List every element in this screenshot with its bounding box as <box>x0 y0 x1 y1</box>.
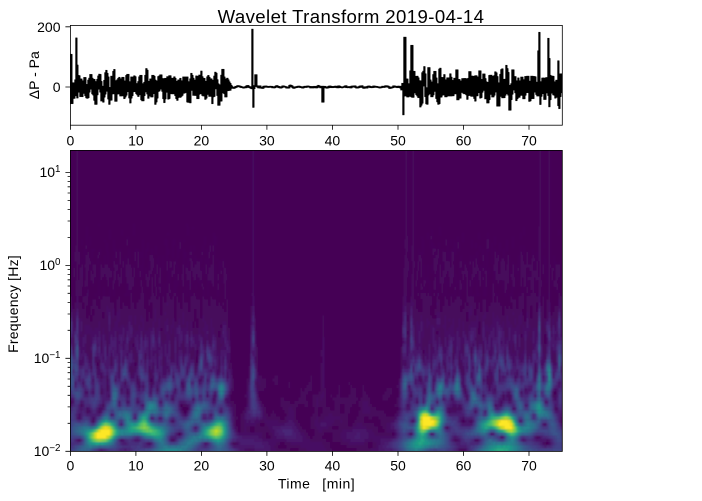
svg-text:0: 0 <box>67 133 75 149</box>
svg-text:Wavelet Transform 2019-04-14: Wavelet Transform 2019-04-14 <box>218 6 485 27</box>
svg-text:50: 50 <box>390 458 406 474</box>
svg-text:Time [min]: Time [min] <box>278 476 355 492</box>
svg-text:40: 40 <box>325 458 341 474</box>
svg-text:10−2: 10−2 <box>34 443 61 459</box>
svg-text:30: 30 <box>259 133 275 149</box>
svg-text:Frequency [Hz]: Frequency [Hz] <box>5 255 21 353</box>
svg-text:60: 60 <box>456 133 472 149</box>
svg-text:0: 0 <box>53 79 61 95</box>
svg-text:10−1: 10−1 <box>34 350 61 366</box>
svg-text:10: 10 <box>128 458 144 474</box>
svg-text:101: 101 <box>39 164 60 180</box>
svg-text:60: 60 <box>456 458 472 474</box>
svg-text:10: 10 <box>128 133 144 149</box>
svg-text:40: 40 <box>325 133 341 149</box>
svg-text:50: 50 <box>390 133 406 149</box>
svg-text:100: 100 <box>39 257 61 273</box>
svg-text:30: 30 <box>259 458 275 474</box>
svg-text:0: 0 <box>67 458 75 474</box>
svg-text:70: 70 <box>521 133 537 149</box>
svg-text:200: 200 <box>37 19 61 35</box>
svg-text:20: 20 <box>194 458 210 474</box>
svg-text:ΔP - Pa: ΔP - Pa <box>26 51 42 99</box>
svg-text:20: 20 <box>194 133 210 149</box>
svg-text:70: 70 <box>521 458 537 474</box>
